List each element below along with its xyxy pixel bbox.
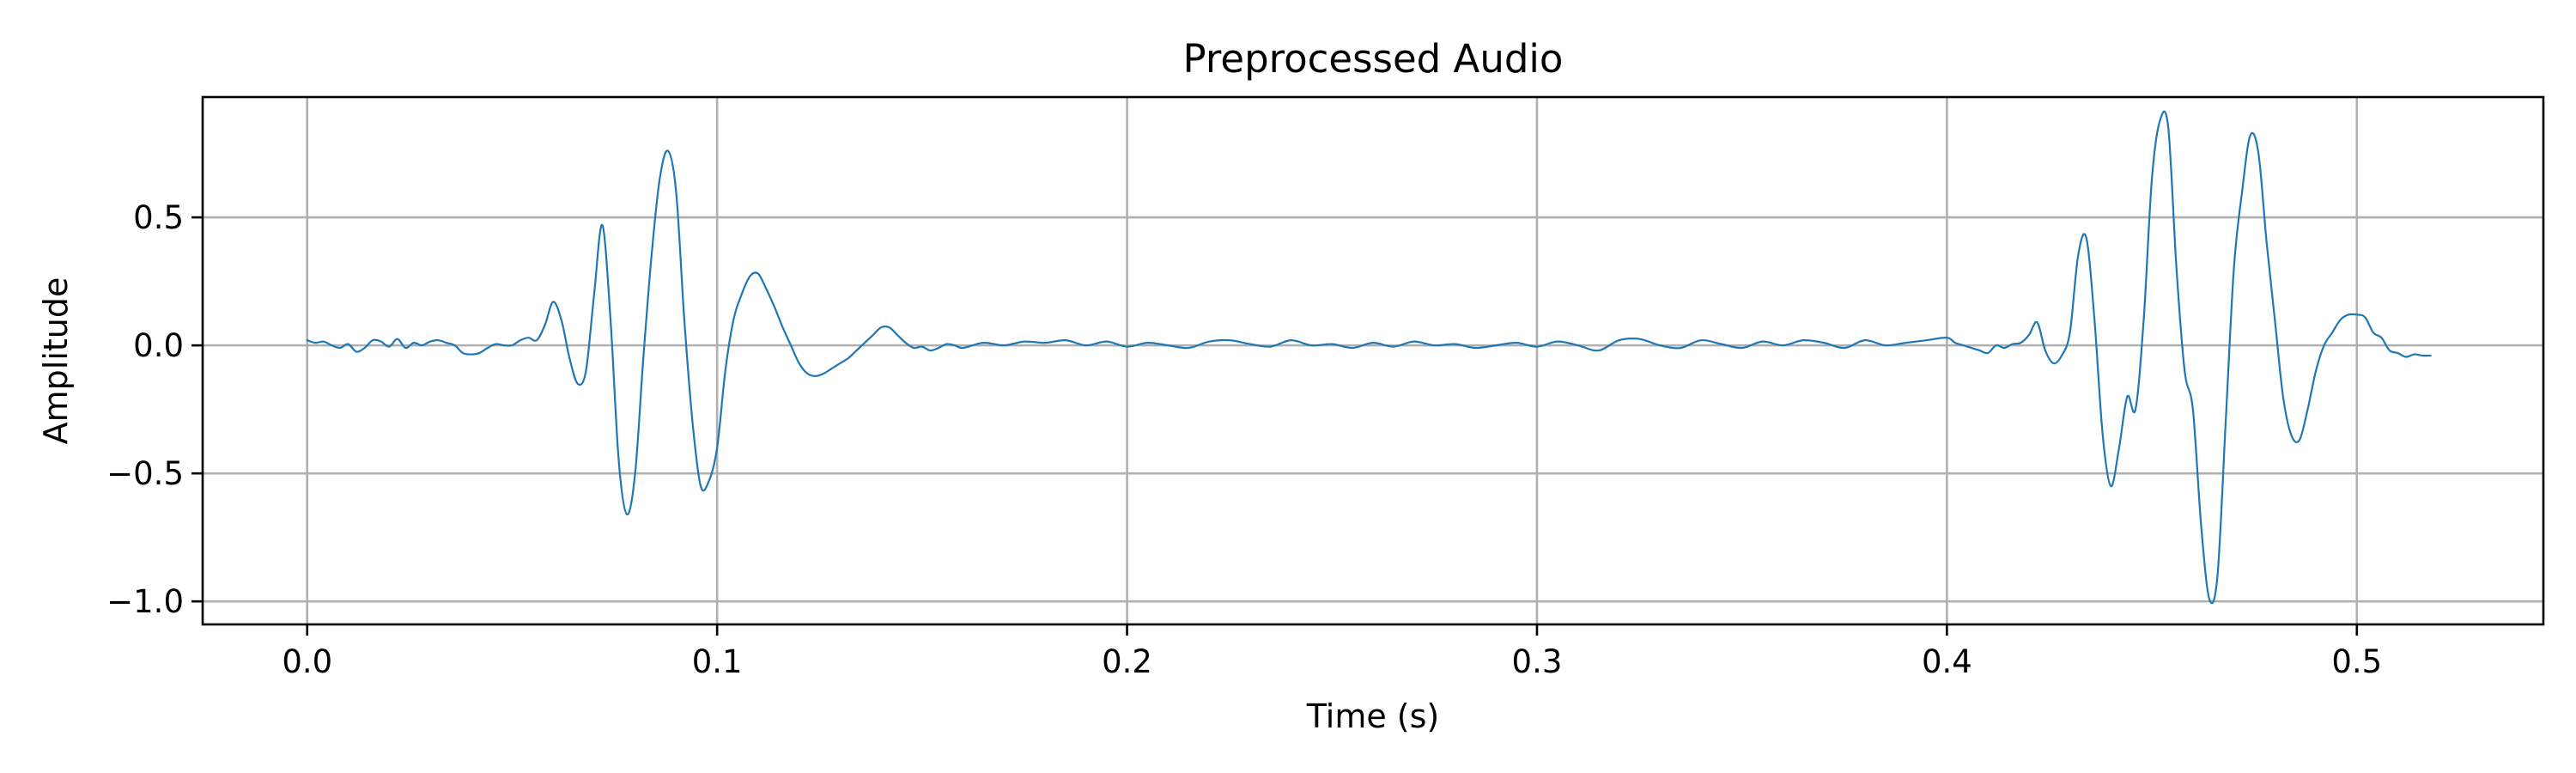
x-axis-label: Time (s) bbox=[1306, 697, 1440, 735]
y-tick-label-3: 0.5 bbox=[133, 199, 184, 236]
y-tick-label-1: −0.5 bbox=[106, 455, 184, 492]
chart-title: Preprocessed Audio bbox=[1183, 36, 1564, 82]
grid bbox=[203, 97, 2543, 624]
x-tick-label-3: 0.3 bbox=[1512, 643, 1563, 680]
y-tick-label-0: −1.0 bbox=[106, 583, 184, 620]
x-tick-label-1: 0.1 bbox=[692, 643, 743, 680]
x-tick-label-5: 0.5 bbox=[2331, 643, 2382, 680]
y-axis-label: Amplitude bbox=[37, 277, 75, 445]
y-tick-label-2: 0.0 bbox=[133, 327, 184, 364]
series-line bbox=[306, 110, 2432, 605]
x-tick-label-0: 0.0 bbox=[282, 643, 332, 680]
axis-ticks: 0.0 0.1 0.2 0.3 0.4 0.5 −1.0 −0.5 0.0 0.5 bbox=[106, 199, 2382, 680]
plot-frame bbox=[201, 95, 2545, 626]
x-tick-label-4: 0.4 bbox=[1922, 643, 1972, 680]
x-tick-label-2: 0.2 bbox=[1102, 643, 1152, 680]
